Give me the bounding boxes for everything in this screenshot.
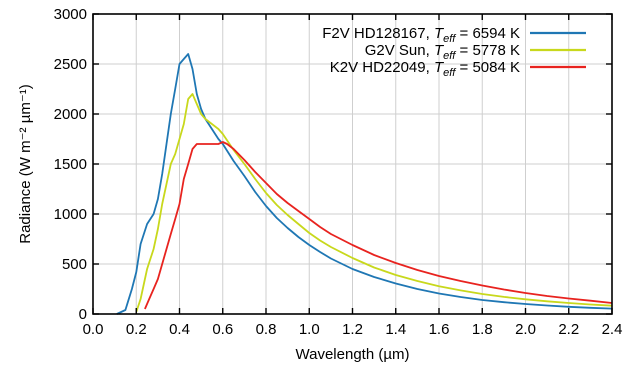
x-tick-label: 1.6 xyxy=(429,321,450,338)
x-tick-label: 0.2 xyxy=(126,321,147,338)
series-line-0 xyxy=(116,53,613,315)
y-tick-label: 2500 xyxy=(54,56,87,73)
legend-label: F2V HD128167, Teff = 6594 K xyxy=(322,25,520,45)
x-tick-label: 0.0 xyxy=(83,321,104,338)
legend-label: G2V Sun, Teff = 5778 K xyxy=(365,42,520,62)
series-line-2 xyxy=(144,141,613,310)
y-tick-label: 2000 xyxy=(54,106,87,123)
x-tick-label: 0.8 xyxy=(256,321,277,338)
x-tick-label: 2.0 xyxy=(515,321,536,338)
y-tick-label: 500 xyxy=(62,256,87,273)
legend-label: K2V HD22049, Teff = 5084 K xyxy=(330,59,520,79)
x-tick-label: 1.0 xyxy=(299,321,320,338)
x-tick-label: 1.8 xyxy=(472,321,493,338)
x-tick-label: 1.4 xyxy=(385,321,406,338)
y-tick-label: 3000 xyxy=(54,6,87,23)
x-tick-label: 2.2 xyxy=(558,321,579,338)
x-tick-label: 0.4 xyxy=(169,321,190,338)
y-axis-title: Radiance (W m⁻² µm⁻¹) xyxy=(17,84,34,244)
x-axis: 0.0 0.2 0.4 0.6 0.8 1.0 1.2 1.4 1.6 1.8 2.0 2.2 2.4 xyxy=(83,14,623,338)
series-layer xyxy=(116,53,613,315)
y-tick-label: 1000 xyxy=(54,206,87,223)
series-line-1 xyxy=(135,93,613,313)
x-tick-label: 0.6 xyxy=(212,321,233,338)
x-tick-label: 2.4 xyxy=(602,321,623,338)
y-tick-label: 0 xyxy=(79,306,87,323)
y-axis: 0 500 1000 1500 2000 2500 3000 xyxy=(54,6,612,323)
x-tick-label: 1.2 xyxy=(342,321,363,338)
x-axis-title: Wavelength (µm) xyxy=(296,346,410,363)
y-tick-label: 1500 xyxy=(54,156,87,173)
